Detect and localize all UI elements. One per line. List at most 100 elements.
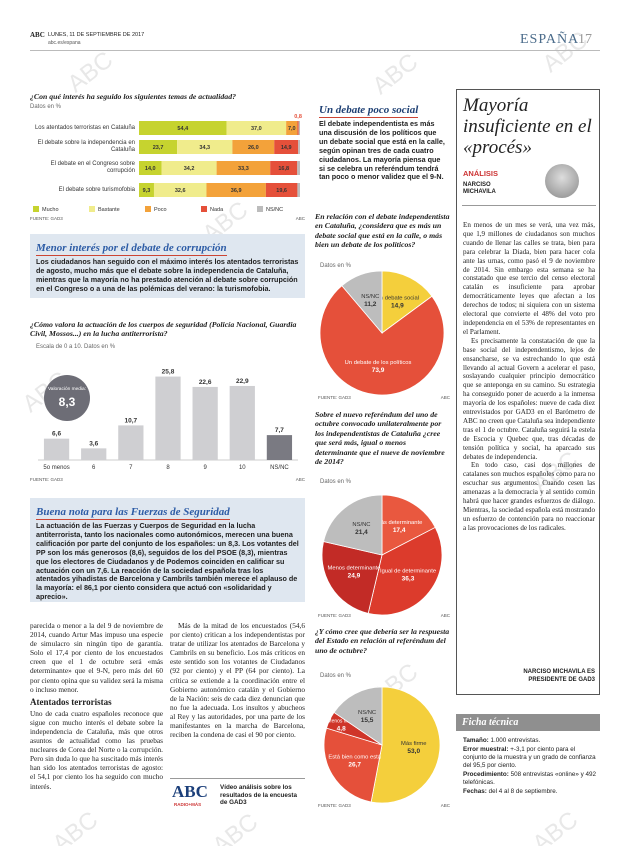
summary-box: Buena nota para las Fuerzas de Seguridad…	[30, 498, 305, 602]
pie-slice	[367, 526, 443, 616]
pie-slice	[370, 686, 441, 804]
value-label: 34,3	[199, 145, 210, 151]
x-tick-label: 8	[166, 465, 170, 471]
paragraph: Uno de cada cuatro españoles reconoce qu…	[30, 708, 163, 791]
box-title: Menor interés por el debate de corrupció…	[36, 242, 227, 256]
value-label: 54,4	[177, 126, 189, 132]
category-label: El debate sobre turismofobia	[58, 186, 135, 193]
chart-subtitle: Datos en %	[320, 673, 352, 679]
date: LUNES, 11 DE SEPTIEMBRE DE 2017	[48, 32, 145, 38]
category-label: El debate en el Congreso sobre corrupció…	[50, 161, 135, 174]
slice-label: Está bien como está	[328, 754, 381, 760]
article-column: parecida o menor a la del 9 de noviembre…	[30, 621, 163, 817]
header-rule	[30, 50, 600, 51]
value-label: 22,9	[236, 378, 249, 385]
category-label: El debate sobre la independencia en Cata…	[37, 140, 135, 153]
slice-label: Un debate de los políticos	[345, 360, 412, 366]
ficha-item: Fechas: del 4 al 8 de septiembre.	[463, 788, 597, 796]
pie-slice	[381, 494, 436, 556]
box-title: Un debate poco social	[319, 104, 419, 118]
legend-label: Poco	[154, 207, 167, 213]
paragraph: En menos de un mes se verá, una vez más,…	[463, 221, 595, 336]
bar-segment	[232, 140, 275, 154]
ficha-list: Tamaño: 1.000 entrevistas. Error muestral…	[463, 737, 597, 797]
bar-segment	[274, 140, 299, 154]
bar-segment	[206, 183, 266, 197]
credit: ABC	[441, 613, 451, 618]
x-tick-label: 7	[129, 465, 133, 471]
promo[interactable]: ABC RADIO+MÁS Vídeo análisis sobre los r…	[170, 778, 305, 813]
bar-segment	[139, 161, 162, 175]
box-text: La actuación de las Fuerzas y Cuerpos de…	[36, 521, 299, 602]
average-label: Valoración media:	[48, 386, 86, 392]
slice-label: NS/NC	[352, 522, 370, 528]
bar-segment	[139, 140, 178, 154]
watermark: ABC	[63, 46, 119, 98]
bar-segment	[139, 121, 227, 135]
ficha-value: 508 entrevistas «online» y 492 telefónic…	[463, 771, 597, 786]
source: FUENTE: GAD3	[30, 477, 63, 482]
slice-value: 14,9	[391, 303, 404, 310]
bar	[43, 438, 70, 460]
slice-label: NS/NC	[358, 710, 376, 716]
source: FUENTE: GAD3	[30, 216, 63, 221]
bar-segment	[297, 183, 300, 197]
slice-value: 15,5	[361, 717, 374, 724]
chart-subtitle: Datos en %	[30, 104, 62, 110]
legend-label: Nada	[210, 207, 224, 213]
value-label: 26,0	[248, 145, 259, 151]
slice-value: 26,7	[348, 761, 361, 768]
slice-label: Un debate social	[376, 296, 419, 302]
slice-label: Igual de determinante	[380, 568, 436, 574]
ficha-label: Fechas:	[463, 788, 487, 795]
bar	[229, 385, 255, 460]
bar-segment	[216, 161, 271, 175]
bar-segment	[226, 121, 287, 135]
bar	[118, 425, 144, 460]
author-photo	[545, 164, 579, 198]
paragraph: Es precisamente la constatación de que l…	[463, 336, 595, 461]
bar-segment	[161, 161, 217, 175]
slice-value: 73,9	[372, 367, 385, 374]
value-label: 37,0	[251, 126, 262, 132]
slice-value: 53,0	[407, 748, 420, 755]
value-label: 16,8	[278, 166, 289, 172]
ficha-label: Tamaño:	[463, 737, 489, 744]
author: NARCISO MICHAVILA	[463, 182, 496, 195]
value-label: 7,7	[275, 427, 284, 434]
analysis-text: En menos de un mes se verá, una vez más,…	[463, 221, 595, 663]
bar-segment	[139, 183, 154, 197]
value-label: 6,6	[52, 431, 61, 438]
legend-label: Mucho	[42, 207, 59, 213]
ficha-item: Tamaño: 1.000 entrevistas.	[463, 737, 597, 745]
legend-label: NS/NC	[266, 207, 283, 213]
chart-title: ¿Cómo valora la actuación de los cuerpos…	[30, 320, 297, 339]
legend-label: Bastante	[98, 207, 120, 213]
average-badge	[44, 375, 90, 421]
pie-slice	[323, 494, 383, 556]
chart-subtitle: Datos en %	[320, 263, 352, 269]
credit: ABC	[441, 395, 451, 400]
bar-segment	[286, 121, 298, 135]
slice-label: NS/NC	[361, 294, 379, 300]
pie-slice	[321, 541, 383, 614]
section: ESPAÑA	[520, 32, 580, 47]
ficha-label: Procedimiento:	[463, 771, 509, 778]
article-column: Más de la mitad de los encuestados (54,6…	[170, 621, 305, 757]
chart-title: En relación con el debate independentist…	[315, 212, 450, 250]
box-text: Los ciudadanos han seguido con el máximo…	[36, 257, 299, 293]
x-tick-label: 10	[239, 465, 246, 471]
pie-slice	[381, 270, 433, 334]
promo-logo: ABC	[172, 782, 208, 801]
promo-text: Vídeo análisis sobre los resultados de l…	[220, 784, 297, 806]
value-label: 14,0	[145, 166, 156, 172]
ficha-value: +-3,1 por ciento para el conjunto de la …	[463, 746, 596, 769]
bar-segment	[298, 140, 300, 154]
ficha-label: Error muestral:	[463, 746, 509, 753]
slice-label: Más firme	[401, 741, 426, 747]
source: FUENTE: GAD3	[318, 803, 351, 808]
box-title: Buena nota para las Fuerzas de Seguridad	[36, 506, 230, 520]
pie-slice	[341, 270, 383, 335]
